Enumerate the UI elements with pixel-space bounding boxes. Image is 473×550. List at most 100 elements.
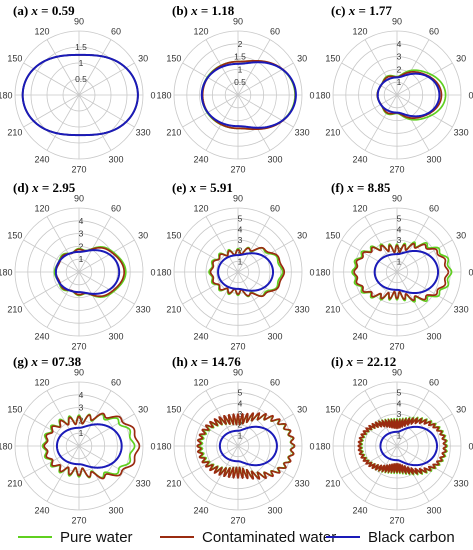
angle-tick-label: 60 [429, 203, 439, 213]
series-black-carbon [54, 249, 121, 295]
angle-tick-label: 60 [429, 377, 439, 387]
angle-tick-label: 150 [7, 54, 22, 64]
radial-tick-label: 2 [79, 241, 84, 251]
radial-tick-label: 3 [238, 235, 243, 245]
radial-tick-label: 1 [79, 58, 84, 68]
series-contaminated-water [196, 412, 296, 480]
panel-title: (d) x = 2.95 [13, 180, 76, 195]
panel-title: (a) x = 0.59 [13, 3, 75, 18]
radial-tick-label: 3 [397, 52, 402, 62]
grid-spoke [237, 94, 294, 128]
angle-tick-label: 240 [193, 506, 208, 516]
grid-spoke [46, 445, 80, 502]
legend-swatch-pure-water [18, 536, 52, 538]
legend-label-contaminated-water: Contaminated water [202, 528, 337, 546]
angle-tick-label: 300 [108, 506, 123, 516]
angle-tick-label: 210 [166, 305, 181, 315]
angle-tick-label: 300 [267, 155, 282, 165]
angle-tick-label: 150 [325, 231, 340, 241]
angle-tick-label: 90 [74, 17, 84, 27]
radial-tick-label: 0.5 [234, 77, 246, 87]
series-black-carbon [200, 61, 297, 129]
angle-tick-label: 30 [456, 231, 466, 241]
angle-tick-label: 270 [230, 516, 245, 526]
grid-spoke [23, 271, 80, 305]
angle-tick-label: 0 [468, 91, 473, 101]
angle-tick-label: 270 [389, 165, 404, 175]
angle-tick-label: 300 [267, 332, 282, 342]
grid-spoke [341, 445, 398, 479]
angle-tick-label: 180 [156, 268, 171, 278]
angle-tick-label: 240 [352, 332, 367, 342]
angle-tick-label: 90 [74, 194, 84, 204]
panel-title: (h) x = 14.76 [172, 354, 241, 369]
grid-spoke [46, 94, 80, 151]
radial-tick-label: 2 [238, 39, 243, 49]
angle-tick-label: 60 [270, 203, 280, 213]
angle-tick-label: 30 [297, 405, 307, 415]
panel-d: 0 30 60 90 120 150 180 210 240 270 300 330 1 2 3 4 (d) x… [0, 180, 156, 352]
radial-tick-label: 1 [238, 430, 243, 440]
grid-spoke [364, 390, 398, 447]
grid-spoke [78, 271, 112, 328]
radial-tick-label: 1 [79, 254, 84, 264]
angle-tick-label: 240 [34, 332, 49, 342]
series-contaminated-water [43, 412, 141, 480]
panel-title: (e) x = 5.91 [172, 180, 233, 195]
legend-swatch-contaminated-water [160, 536, 194, 538]
grid-spoke [341, 271, 398, 305]
angle-tick-label: 60 [111, 203, 121, 213]
angle-tick-label: 180 [315, 268, 330, 278]
series-contaminated-water [209, 246, 286, 298]
angle-tick-label: 0 [309, 442, 314, 452]
radial-tick-label: 3 [397, 235, 402, 245]
series-black-carbon [379, 425, 438, 467]
grid-spoke [237, 271, 294, 305]
grid-spoke [78, 39, 112, 96]
angle-tick-label: 330 [454, 128, 469, 138]
radial-tick-label: 4 [238, 398, 243, 408]
grid-spoke [237, 271, 271, 328]
series-black-carbon [376, 72, 441, 118]
grid-spoke [396, 94, 453, 128]
series-contaminated-water [353, 242, 450, 302]
angle-tick-label: 270 [389, 516, 404, 526]
angle-tick-label: 300 [108, 332, 123, 342]
angle-tick-label: 0 [309, 268, 314, 278]
angle-tick-label: 120 [352, 26, 367, 36]
angle-tick-label: 180 [0, 442, 13, 452]
radial-tick-label: 4 [397, 398, 402, 408]
angle-tick-label: 270 [230, 342, 245, 352]
angle-tick-label: 60 [111, 26, 121, 36]
radial-tick-label: 0.5 [75, 74, 87, 84]
radial-tick-label: 3 [79, 229, 84, 239]
panel-i: 030609012015018021024027030033012345(i) … [315, 354, 473, 526]
angle-tick-label: 120 [352, 203, 367, 213]
angle-tick-label: 300 [426, 155, 441, 165]
radial-tick-label: 4 [79, 216, 84, 226]
radial-tick-label: 4 [238, 224, 243, 234]
angle-tick-label: 300 [108, 155, 123, 165]
angle-tick-label: 120 [34, 203, 49, 213]
angle-tick-label: 0 [468, 268, 473, 278]
grid-spoke [78, 445, 135, 479]
grid-spoke [341, 62, 398, 96]
angle-tick-label: 240 [352, 506, 367, 516]
angle-tick-label: 300 [426, 506, 441, 516]
angle-tick-label: 210 [7, 479, 22, 489]
series-black-carbon [21, 53, 139, 137]
grid-spoke [78, 413, 135, 447]
angle-tick-label: 210 [325, 479, 340, 489]
angle-tick-label: 330 [454, 479, 469, 489]
angle-tick-label: 0 [150, 442, 155, 452]
angle-tick-label: 180 [0, 268, 13, 278]
radial-tick-label: 3 [79, 403, 84, 413]
radial-tick-label: 1 [79, 428, 84, 438]
radial-tick-label: 3 [397, 409, 402, 419]
grid-spoke [182, 62, 239, 96]
angle-tick-label: 330 [295, 479, 310, 489]
panel-title: (c) x = 1.77 [331, 3, 392, 18]
angle-tick-label: 150 [7, 405, 22, 415]
grid-spoke [341, 413, 398, 447]
